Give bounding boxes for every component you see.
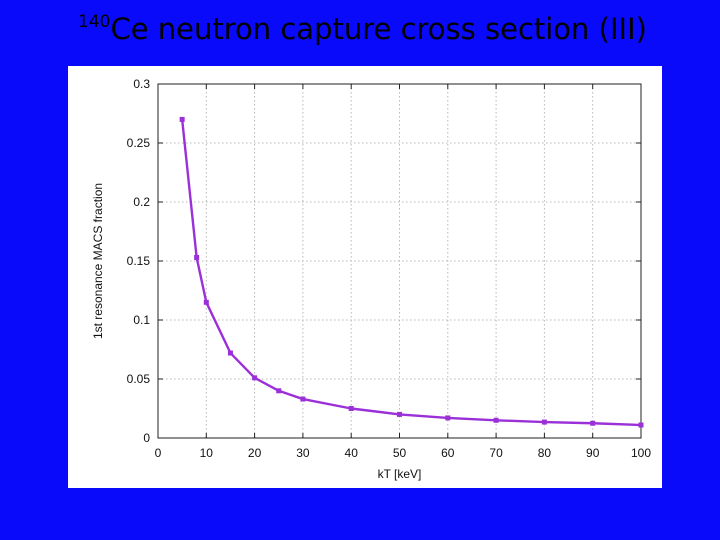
chart-panel: 0 10 20 30 40 50 60 70 80 90 100 0 0.05 0.1 0.15 0.2 0.2… [68,66,662,488]
data-point [638,422,644,428]
x-tick-label: 20 [248,446,262,460]
grid-lines [158,84,641,438]
x-tick-label: 30 [296,446,310,460]
x-tick-label: 80 [538,446,552,460]
x-tick-label: 0 [155,446,162,460]
x-axis-label: kT [keV] [378,467,422,481]
y-tick-label: 0.25 [127,136,151,150]
x-tick-label: 40 [345,446,359,460]
data-point [300,396,306,402]
data-point [194,254,200,260]
y-axis-label: 1st resonance MACS fraction [91,183,105,339]
y-tick-label: 0.2 [133,195,150,209]
data-point [493,417,499,423]
data-point [397,411,402,417]
data-point [203,299,209,305]
x-tick-label: 60 [441,446,455,460]
x-tick-label: 70 [489,446,503,460]
data-point [541,419,547,425]
data-point [276,388,282,394]
data-point [179,116,185,122]
x-tick-label: 10 [200,446,214,460]
line-chart: 0 10 20 30 40 50 60 70 80 90 100 0 0.05 0.1 0.15 0.2 0.2… [91,77,652,481]
data-point [227,350,233,356]
y-tick-label: 0.15 [127,254,151,268]
x-tick-label: 90 [586,446,600,460]
slide-title: 140Ce neutron capture cross section (III… [78,12,647,46]
x-tick-label: 100 [631,446,651,460]
data-point [590,420,596,426]
title-text: Ce neutron capture cross section (III) [110,12,647,46]
series-line [180,119,642,427]
x-tick-label: 50 [393,446,407,460]
y-tick-label: 0.1 [133,313,150,327]
data-point [348,406,354,411]
series-layer [179,116,644,428]
title-superscript: 140 [78,12,111,32]
y-tick-label: 0.3 [133,77,150,91]
data-point [445,415,451,421]
axis-ticks: 0 10 20 30 40 50 60 70 80 90 100 0 0.05 0.1 0.15 0.2 0.2… [127,77,652,460]
y-tick-label: 0 [143,431,150,445]
data-point [252,375,258,381]
y-tick-label: 0.05 [127,372,151,386]
